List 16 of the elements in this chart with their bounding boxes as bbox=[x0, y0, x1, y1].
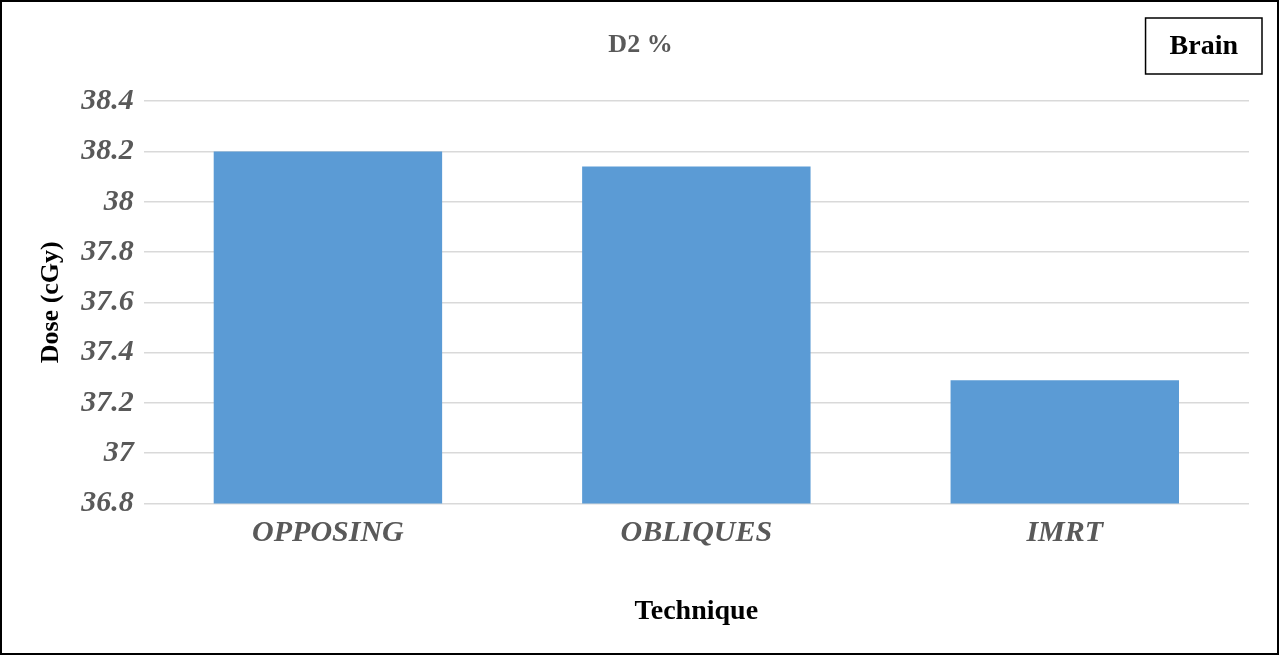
y-tick-label: 38 bbox=[102, 182, 134, 216]
x-axis-title: Technique bbox=[634, 594, 759, 626]
text: Brain bbox=[1169, 29, 1239, 61]
y-tick-label: 38.2 bbox=[80, 132, 134, 166]
y-tick-label: 36.8 bbox=[80, 484, 134, 518]
y-tick-label: 37.4 bbox=[80, 333, 134, 367]
y-tick-label: 37.6 bbox=[80, 283, 134, 317]
y-tick-label: 37 bbox=[102, 433, 135, 467]
x-tick-label: OPPOSING bbox=[252, 514, 405, 548]
y-tick-label: 37.2 bbox=[80, 383, 134, 417]
y-tick-label: 38.4 bbox=[80, 81, 134, 115]
chart-title: D2 % bbox=[608, 29, 673, 59]
y-axis-title: Dose (cGy) bbox=[35, 241, 65, 364]
x-tick-label: OBLIQUES bbox=[620, 514, 773, 548]
x-tick-label: IMRT bbox=[1025, 514, 1105, 548]
y-tick-label: 37.8 bbox=[80, 232, 134, 266]
